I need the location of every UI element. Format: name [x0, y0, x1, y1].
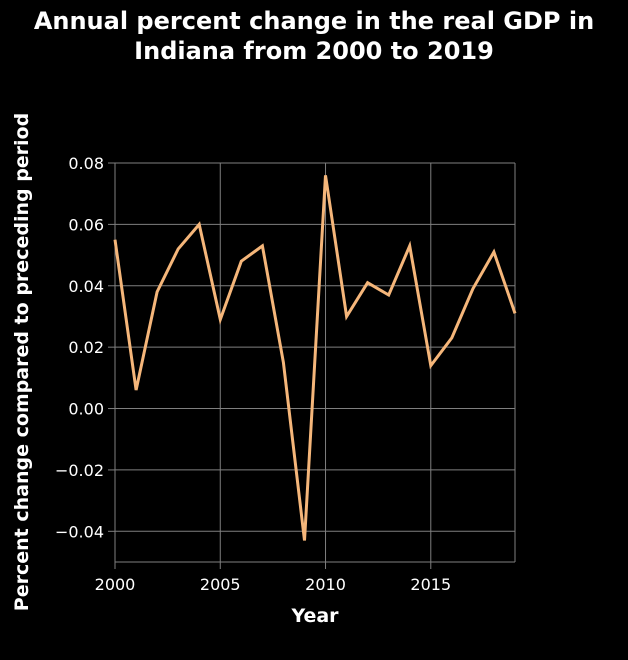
x-tick-label: 2015	[410, 575, 451, 594]
y-tick-label: −0.02	[55, 461, 104, 480]
chart-title-line-1: Annual percent change in the real GDP in	[33, 7, 595, 35]
x-tick-label: 2010	[305, 575, 346, 594]
y-tick-label: −0.04	[55, 522, 104, 541]
axes	[114, 162, 516, 563]
y-tick-label: 0.06	[68, 215, 104, 234]
y-tick-label: 0.04	[68, 277, 104, 296]
x-axis-ticks: 2000 2005 2010 2015	[95, 562, 451, 594]
x-axis-label: Year	[290, 605, 339, 627]
y-tick-label: 0.02	[68, 338, 104, 357]
series-group	[113, 175, 517, 541]
series-line	[113, 175, 517, 541]
chart-title: Annual percent change in the real GDP in…	[0, 6, 628, 66]
y-tick-label: 0.08	[68, 154, 104, 173]
x-tick-label: 2005	[200, 575, 241, 594]
y-axis-label: Percent change compared to preceding per…	[11, 113, 33, 611]
y-tick-label: 0.00	[68, 400, 104, 419]
y-axis-ticks: −0.04 −0.02 0.00 0.02 0.04 0.06 0.08	[55, 154, 115, 541]
x-tick-label: 2000	[95, 575, 136, 594]
chart-title-line-2: Indiana from 2000 to 2019	[134, 37, 494, 65]
